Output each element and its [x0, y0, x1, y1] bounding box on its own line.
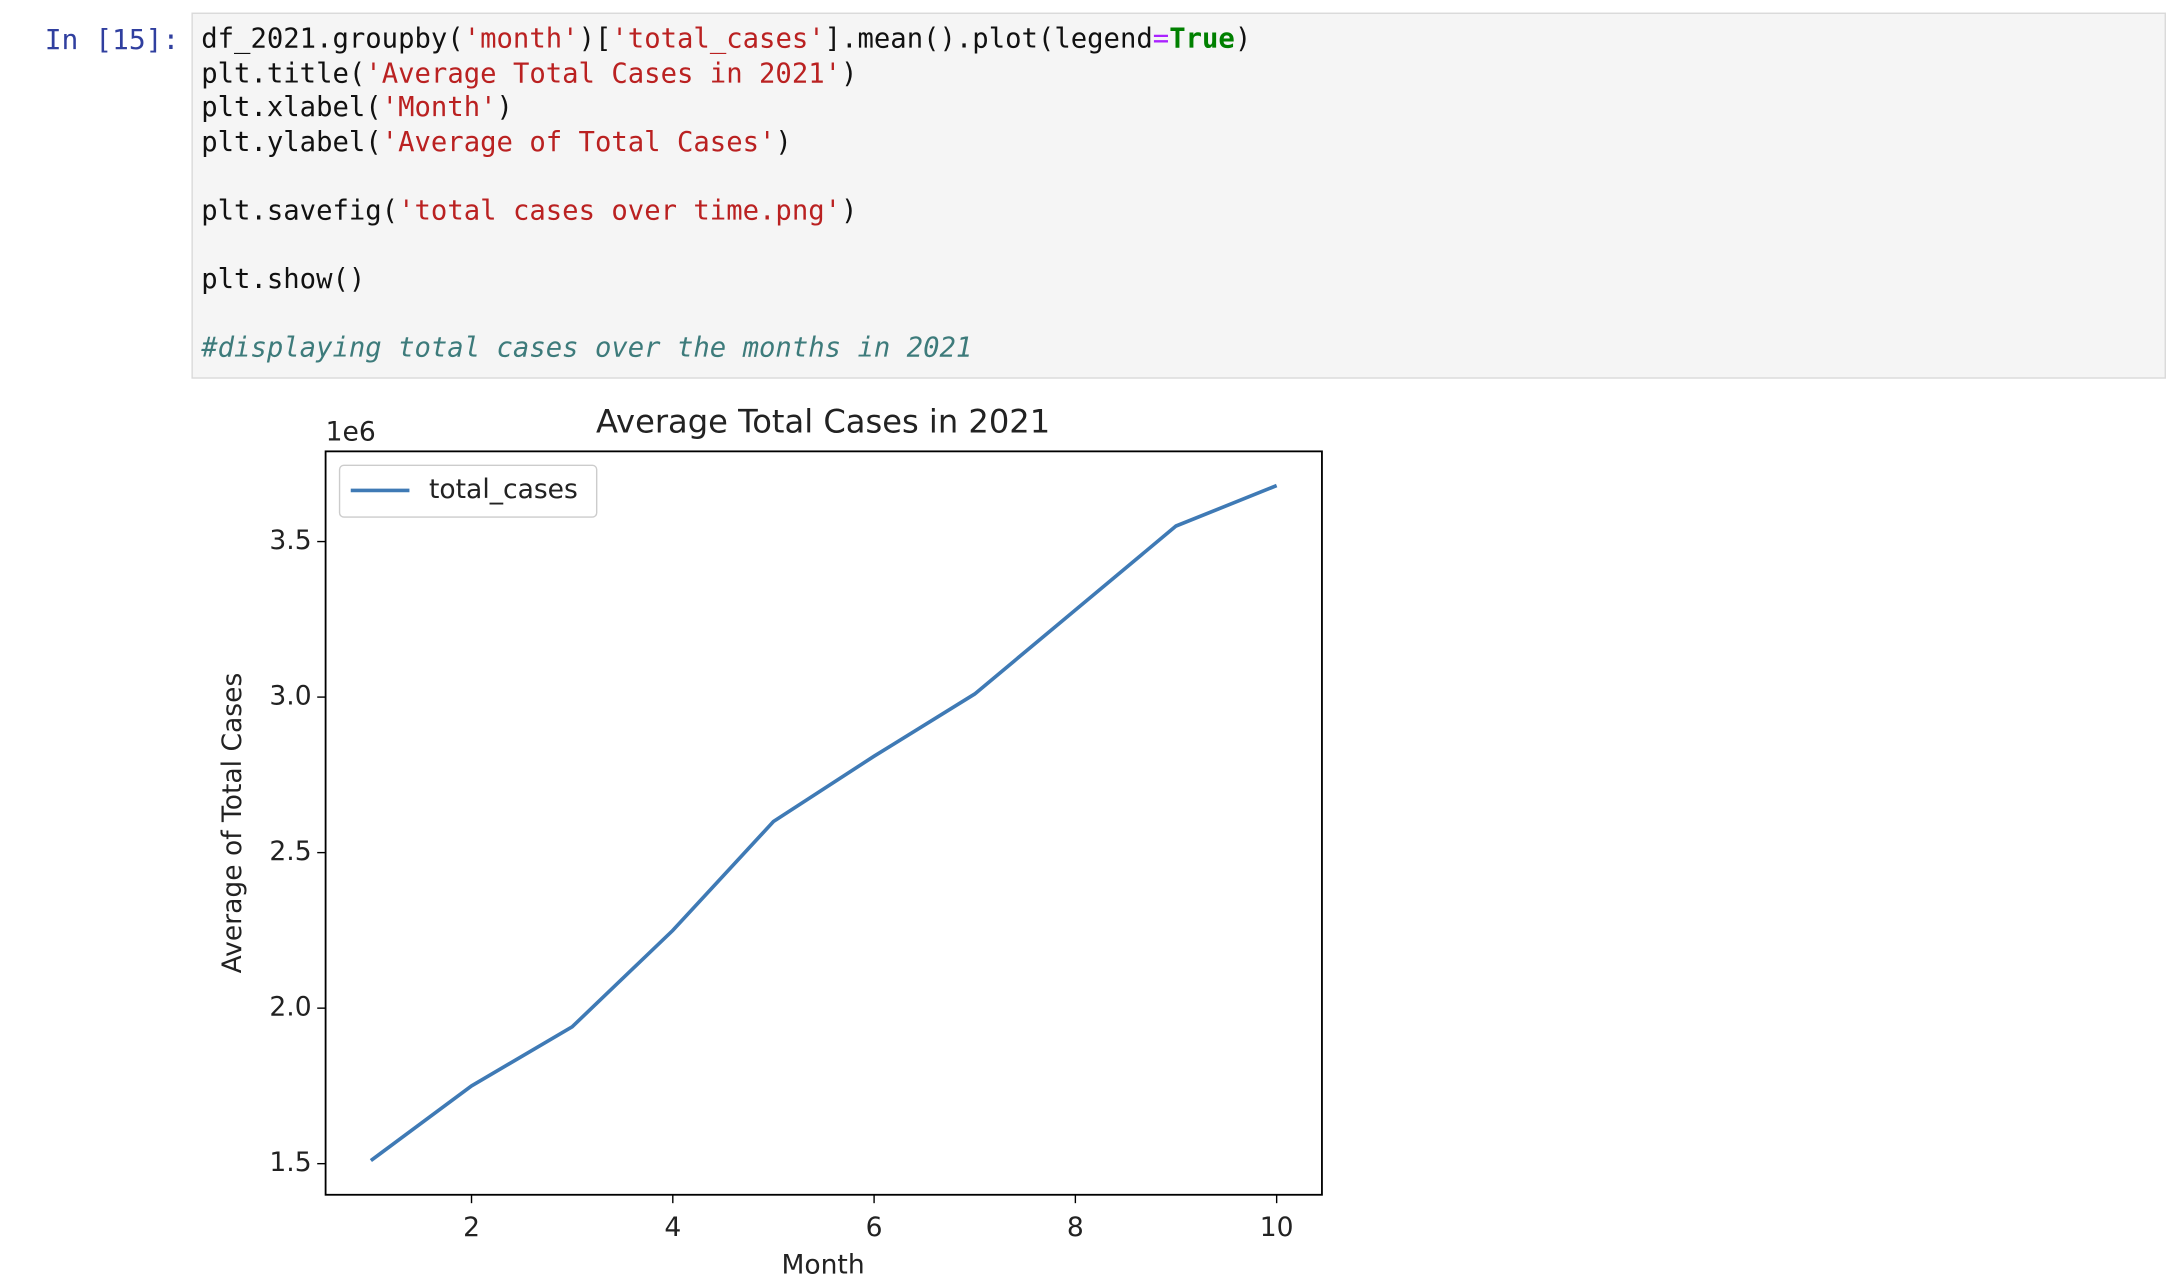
legend-box	[338, 464, 598, 518]
code-block: plt.savefig('total cases over time.png')	[201, 194, 2156, 228]
y-tick-label: 2.5	[269, 836, 311, 867]
y-tick-label: 3.0	[269, 681, 311, 712]
code-cell[interactable]: df_2021.groupby('month')['total_cases'].…	[191, 12, 2166, 379]
x-tick-label: 2	[463, 1212, 480, 1243]
code-block: plt.show()	[201, 262, 2156, 296]
cell-prompt: In [15]:	[44, 22, 180, 56]
code-line: plt.show()	[201, 262, 366, 295]
code-line: plt.ylabel('Average of Total Cases')	[201, 125, 792, 158]
code-block: df_2021.groupby('month')['total_cases'].…	[201, 22, 2156, 159]
code-line: plt.xlabel('Month')	[201, 90, 513, 123]
x-tick-label: 6	[866, 1212, 883, 1243]
plot-frame	[324, 450, 1323, 1196]
y-axis-label: Average of Total Cases	[217, 673, 248, 974]
code-block: #displaying total cases over the months …	[201, 330, 2156, 364]
y-tick-label: 3.5	[269, 525, 311, 556]
code-line: df_2021.groupby('month')['total_cases'].…	[201, 22, 1252, 55]
legend-label: total_cases	[429, 474, 578, 505]
x-tick-label: 10	[1260, 1212, 1294, 1243]
y-tick-label: 1.5	[269, 1147, 311, 1178]
x-axis-label: Month	[781, 1250, 864, 1281]
y-offset-label: 1e6	[326, 417, 376, 448]
code-line: plt.savefig('total cases over time.png')	[201, 193, 858, 226]
code-line: #displaying total cases over the months …	[201, 330, 973, 363]
code-line: plt.title('Average Total Cases in 2021')	[201, 56, 858, 89]
x-tick-label: 4	[664, 1212, 681, 1243]
x-tick-label: 8	[1067, 1212, 1084, 1243]
data-line	[369, 483, 1278, 1163]
chart-title: Average Total Cases in 2021	[596, 402, 1050, 440]
y-tick-label: 2.0	[269, 992, 311, 1023]
